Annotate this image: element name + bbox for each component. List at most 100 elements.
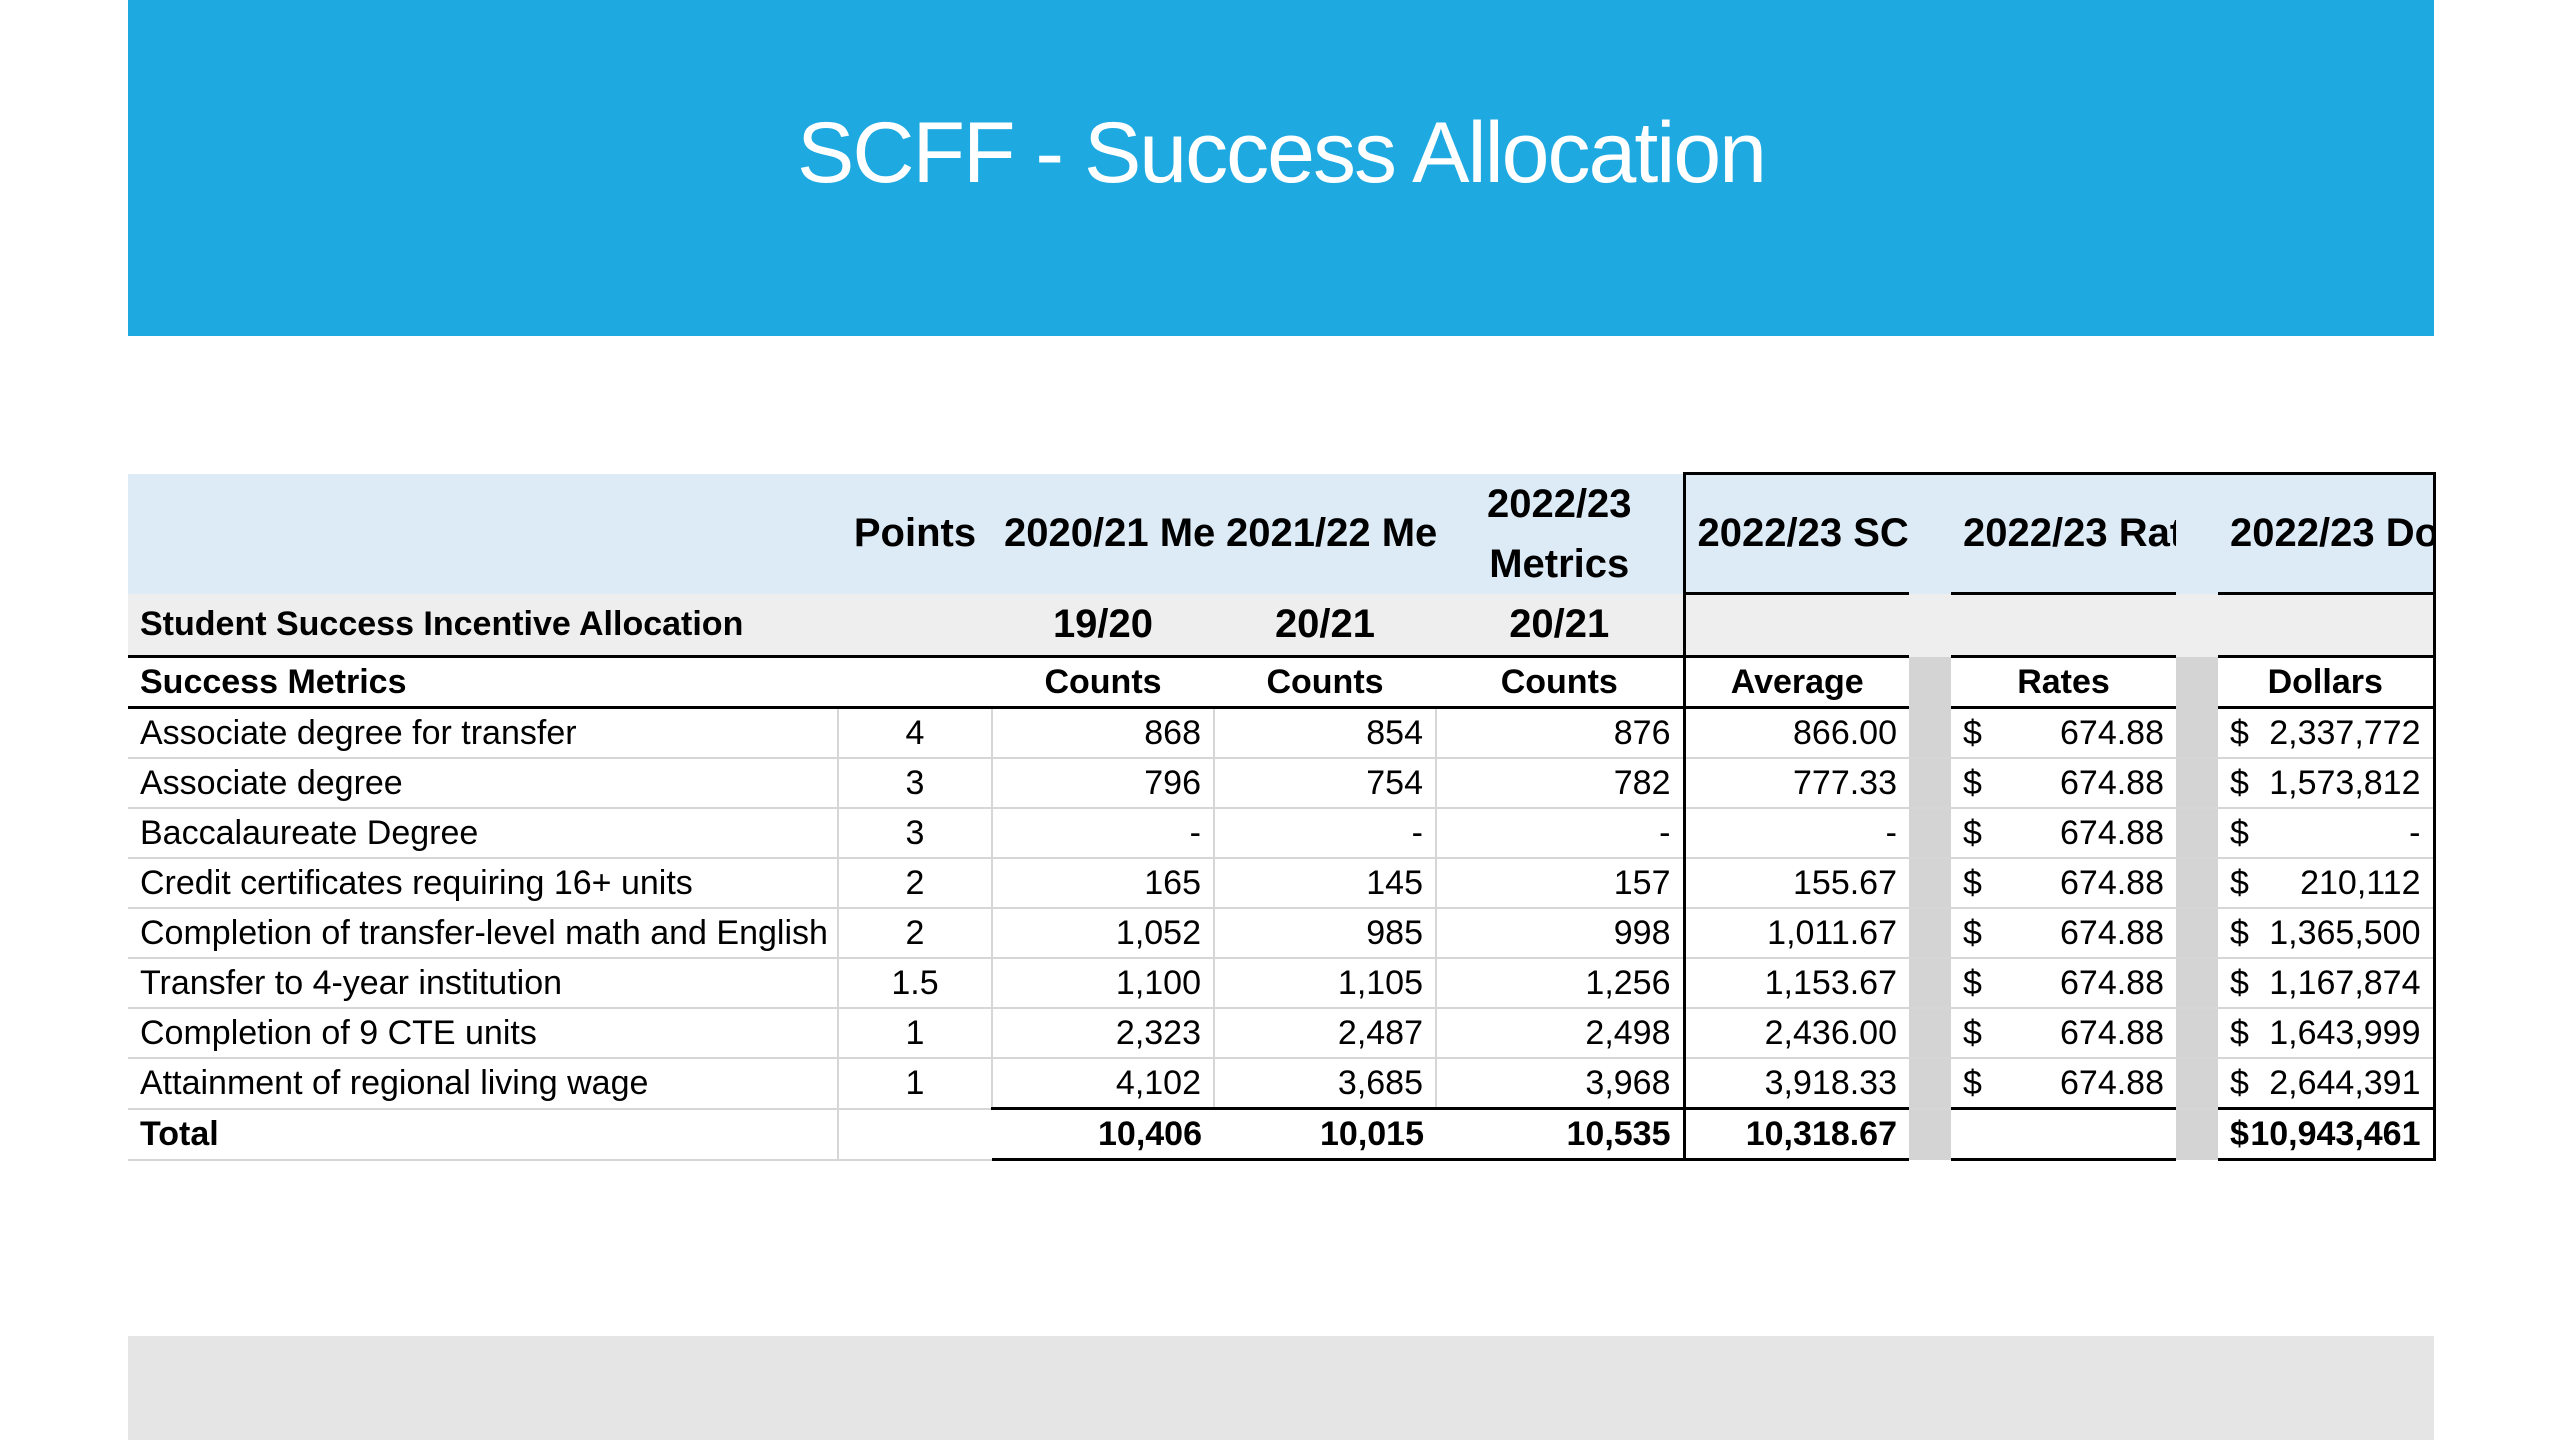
rate-cell-value: 674.88	[2060, 863, 2164, 902]
count-2021-22: 145	[1214, 858, 1437, 909]
rate-cell-value: 674.88	[2060, 913, 2164, 952]
rate-cell: $674.88	[1951, 1058, 2176, 1110]
points-value: 3	[838, 808, 993, 859]
table-row: Attainment of regional living wage 1 4,102…	[128, 1058, 2436, 1110]
header-2022-23-scff: 2022/23 SCFF	[1682, 472, 1909, 595]
gap-cell	[2176, 1058, 2218, 1110]
metric-name: Associate degree	[128, 758, 839, 809]
gap-cell	[2176, 908, 2218, 959]
header-points: Points	[838, 473, 992, 594]
currency-symbol: $	[2230, 963, 2249, 1002]
average-value: 866.00	[1682, 707, 1909, 759]
count-2022-23: 782	[1436, 758, 1684, 809]
metric-name: Credit certificates requiring 16+ units	[128, 858, 839, 909]
header-row-periods: Student Success Incentive Allocation 19/…	[128, 593, 2436, 657]
points-value: 2	[838, 908, 993, 959]
total-count-2020-21: 10,406	[992, 1107, 1214, 1161]
rate-cell: $674.88	[1951, 908, 2176, 959]
col-rates: Rates	[1951, 655, 2176, 709]
points-value: 3	[838, 758, 993, 809]
dollars-cell: $2,337,772	[2218, 707, 2436, 759]
count-2021-22: 854	[1214, 707, 1437, 759]
points-value: 2	[838, 858, 993, 909]
average-value: 3,918.33	[1682, 1058, 1909, 1110]
table-row: Associate degree for transfer 4 868 854 876 8…	[128, 707, 2436, 759]
dollars-cell: $ -	[2218, 808, 2436, 859]
table-row: Credit certificates requiring 16+ units 2…	[128, 858, 2436, 909]
rate-cell: $674.88	[1951, 808, 2176, 859]
total-count-2021-22: 10,015	[1214, 1107, 1436, 1161]
table-row: Transfer to 4-year institution 1.5 1,100 1,…	[128, 958, 2436, 1009]
gap-cell	[1909, 958, 1951, 1009]
dollars-cell: $1,643,999	[2218, 1008, 2436, 1059]
total-row: Total 10,406 10,015 10,535 10,318.67 $10,943,…	[128, 1107, 2436, 1161]
count-2021-22: 2,487	[1214, 1008, 1437, 1059]
total-label: Total	[128, 1108, 838, 1161]
gap-cell	[1909, 908, 1951, 959]
success-allocation-table: Points 2020/21 Metrics 2021/22 Metrics 2…	[128, 472, 2436, 1161]
col-counts-1: Counts	[992, 655, 1214, 709]
count-2020-21: 2,323	[992, 1008, 1215, 1059]
count-2020-21: 1,052	[992, 908, 1215, 959]
col-dollars: Dollars	[2218, 655, 2436, 709]
currency-symbol: $	[1963, 713, 1982, 752]
student-success-incentive-label: Student Success Incentive Allocation	[128, 593, 838, 657]
col-average: Average	[1682, 655, 1909, 709]
dollars-cell-value: 1,643,999	[2269, 1013, 2421, 1052]
gap-cell	[1909, 808, 1951, 859]
period-20-21-a: 20/21	[1214, 593, 1436, 657]
dollars-cell-value: 210,112	[2300, 863, 2421, 902]
count-2022-23: 876	[1436, 707, 1684, 759]
title-banner: SCFF - Success Allocation	[128, 0, 2434, 336]
currency-symbol: $	[1963, 963, 1982, 1002]
currency-symbol: $	[2230, 1063, 2249, 1102]
dollars-cell-value: 1,573,812	[2269, 763, 2421, 802]
gap-cell	[1909, 1008, 1951, 1059]
table-row: Completion of transfer-level math and En…	[128, 908, 2436, 959]
currency-symbol: $	[1963, 1063, 1982, 1102]
count-2020-21: 165	[992, 858, 1215, 909]
header-gap	[1909, 472, 1951, 594]
average-value: 1,011.67	[1682, 908, 1909, 959]
metric-name: Attainment of regional living wage	[128, 1058, 839, 1110]
col-counts-3: Counts	[1436, 655, 1684, 709]
success-allocation-table-container: Points 2020/21 Metrics 2021/22 Metrics 2…	[128, 472, 2436, 1161]
count-2022-23: 1,256	[1436, 958, 1684, 1009]
total-dollars: $10,943,461	[2218, 1107, 2436, 1161]
dollars-cell-value: -	[2409, 813, 2421, 852]
rate-cell: $674.88	[1951, 858, 2176, 909]
header-2022-23-rates: 2022/23 Rates	[1951, 472, 2176, 595]
period-dollars-blank	[2218, 593, 2436, 657]
page-title: SCFF - Success Allocation	[796, 104, 1767, 201]
dollars-cell: $1,365,500	[2218, 908, 2436, 959]
footer-band	[128, 1336, 2434, 1440]
currency-symbol: $	[1963, 913, 1982, 952]
period-gap	[2176, 593, 2218, 657]
success-metrics-label: Success Metrics	[128, 655, 838, 709]
gap-cell	[1909, 758, 1951, 809]
rate-cell: $674.88	[1951, 958, 2176, 1009]
total-dollars-value: 10,943,461	[2250, 1114, 2421, 1153]
average-value: 777.33	[1682, 758, 1909, 809]
header-2022-23-metrics: 2022/23 Metrics	[1436, 473, 1684, 594]
gap-cell	[1909, 858, 1951, 909]
col-gap	[1909, 656, 1951, 708]
total-average: 10,318.67	[1682, 1107, 1909, 1161]
rate-cell-value: 674.88	[2060, 1063, 2164, 1102]
count-2022-23: -	[1436, 808, 1684, 859]
metric-name: Transfer to 4-year institution	[128, 958, 839, 1009]
points-value: 4	[838, 707, 993, 759]
count-2020-21: 4,102	[992, 1058, 1215, 1110]
col-gap	[2176, 656, 2218, 708]
rate-cell-value: 674.88	[2060, 963, 2164, 1002]
dollars-cell-value: 2,644,391	[2269, 1063, 2421, 1102]
count-2021-22: 985	[1214, 908, 1437, 959]
count-2022-23: 2,498	[1436, 1008, 1684, 1059]
rate-cell-value: 674.88	[2060, 763, 2164, 802]
period-gap	[1909, 593, 1951, 657]
rate-cell-value: 674.88	[2060, 813, 2164, 852]
currency-symbol: $	[2230, 1013, 2249, 1052]
table-row: Completion of 9 CTE units 1 2,323 2,487 2,49…	[128, 1008, 2436, 1059]
currency-symbol: $	[2230, 913, 2249, 952]
count-2021-22: 1,105	[1214, 958, 1437, 1009]
